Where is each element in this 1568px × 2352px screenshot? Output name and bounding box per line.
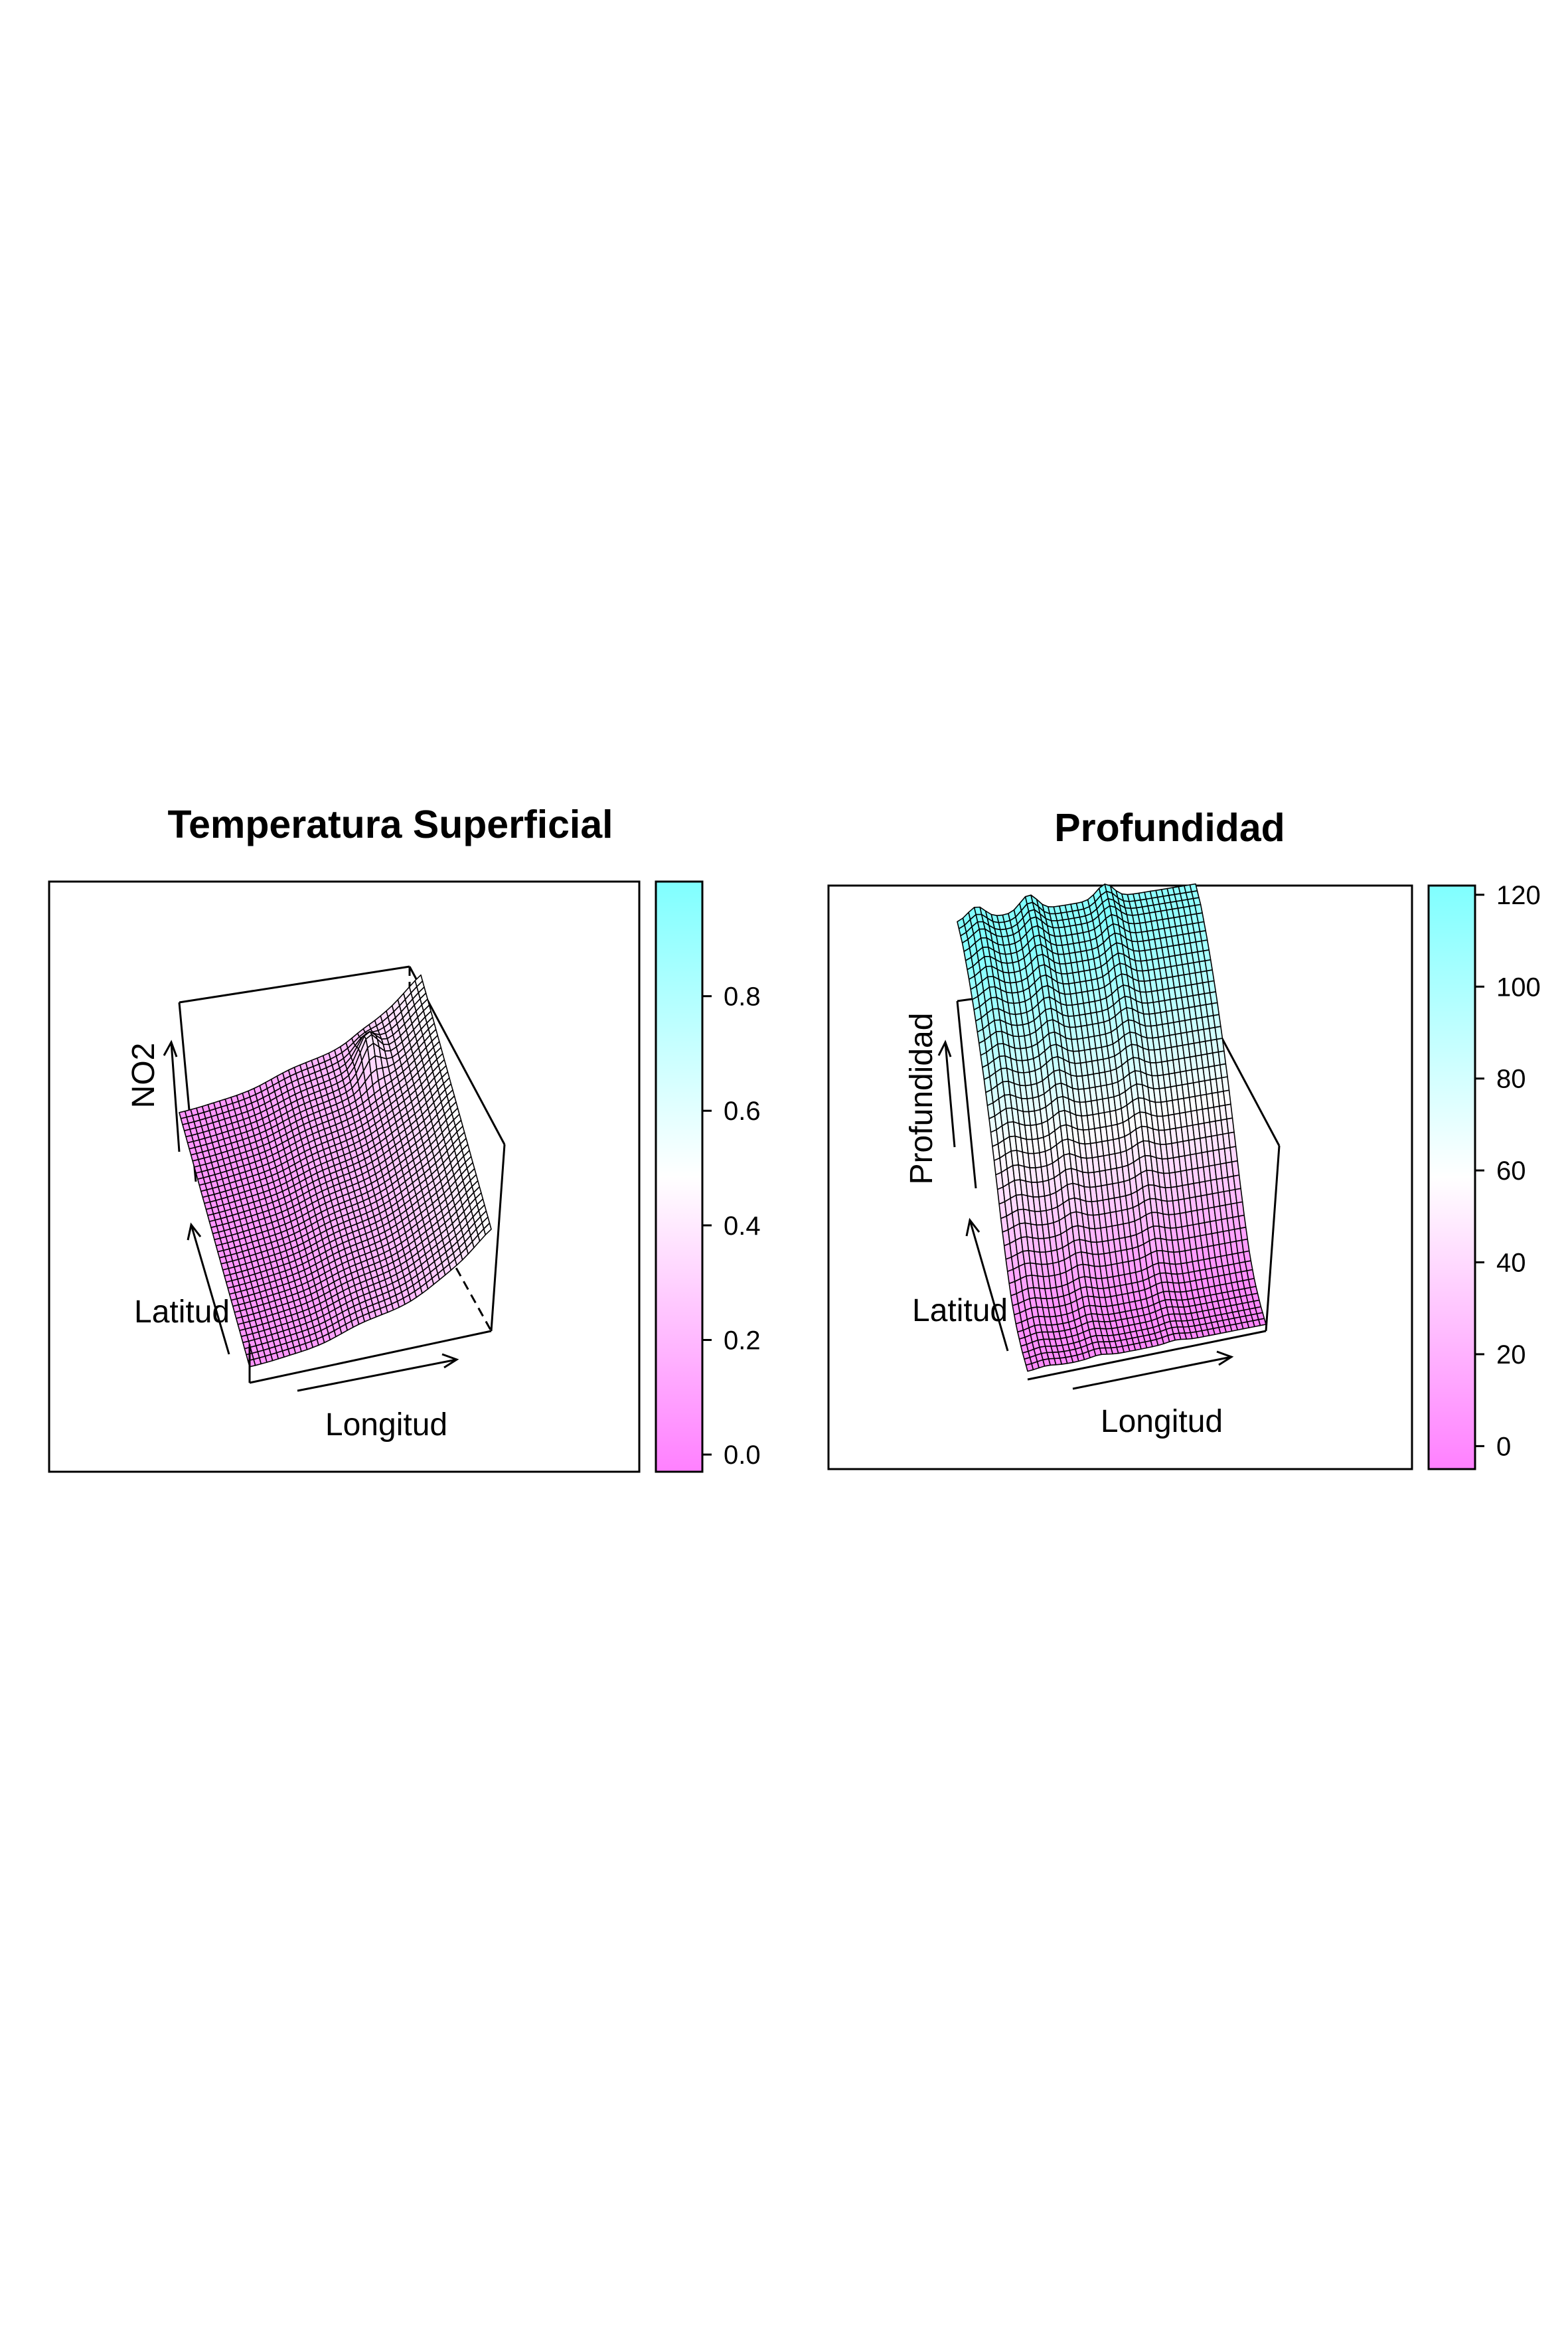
surface-facet	[1241, 1238, 1250, 1253]
surface-facet	[1226, 1117, 1235, 1134]
ylabel-arrow-head	[187, 1222, 202, 1241]
colorbar-tick-label: 0.0	[724, 1441, 761, 1470]
y-axis-label: Latitud	[912, 1293, 1008, 1328]
xlabel-arrow	[1072, 1356, 1232, 1390]
axis-arrows	[937, 1040, 1234, 1390]
surface-facet	[1223, 1089, 1231, 1106]
surface-facet	[483, 1222, 492, 1235]
surface-mesh	[179, 974, 492, 1368]
box-front-edges	[1027, 1330, 1267, 1381]
chart-title: Temperatura Superficial	[167, 803, 613, 846]
surface-facet	[1231, 1160, 1240, 1177]
surface-facet	[1214, 1026, 1223, 1040]
ylabel-arrow-head	[965, 1217, 980, 1237]
surface-facet	[1202, 949, 1212, 962]
surface-facet	[1219, 1063, 1228, 1079]
surface-facet	[1209, 991, 1218, 1004]
xlabel-arrow	[297, 1358, 457, 1392]
surface-facet	[1211, 1002, 1220, 1016]
colorbar-tick-label: 80	[1496, 1065, 1526, 1094]
plot-frame	[827, 884, 1413, 1470]
ylabel-arrow	[190, 1224, 230, 1355]
surface-facet	[1201, 939, 1210, 952]
colorbar-ticks: 0 20 40 60 80 100 120	[1475, 881, 1541, 1461]
colorbar-tick-label: 0.6	[724, 1097, 761, 1126]
surface-facet	[1204, 959, 1213, 972]
box-edge-top-back	[179, 965, 410, 1004]
xlabel-arrow-head	[1216, 1350, 1234, 1366]
chart-title: Profundidad	[1054, 806, 1285, 850]
colorbar	[1427, 884, 1476, 1470]
colorbar-tick-label: 0.2	[724, 1326, 761, 1355]
surface-mesh	[957, 883, 1267, 1372]
surface-facet	[1246, 1269, 1255, 1281]
surface-facet	[1221, 1076, 1230, 1092]
zlabel-arrow	[170, 1042, 181, 1152]
colorbar-tick-label: 120	[1496, 881, 1541, 910]
surface-facet	[1239, 1226, 1248, 1241]
surface-facet	[1194, 903, 1203, 915]
surface-facet	[1213, 1014, 1221, 1028]
surface-facet	[1237, 1214, 1247, 1229]
surface-facet	[1196, 912, 1205, 923]
colorbar-tick-label: 60	[1496, 1156, 1526, 1186]
box-edge-right-vertical	[1265, 1145, 1281, 1332]
panel-profundidad: Profundidad Profundidad Latitud Longitud…	[827, 806, 1541, 1470]
y-axis-label: Latitud	[134, 1294, 230, 1330]
surface-facet	[1227, 1131, 1237, 1148]
surface-facet	[1199, 930, 1208, 942]
colorbar	[655, 880, 704, 1473]
surface-facet	[1208, 980, 1217, 994]
surface-facet	[1258, 1318, 1267, 1326]
zlabel-arrow-head	[163, 1040, 178, 1058]
colorbar-tick-label: 20	[1496, 1340, 1526, 1370]
zlabel-arrow-head	[937, 1040, 952, 1058]
colorbar-tick-label: 40	[1496, 1249, 1526, 1278]
box-edge-right-vertical	[490, 1144, 506, 1332]
colorbar-tick-label: 0.8	[724, 982, 761, 1012]
surface-facet	[1224, 1103, 1233, 1120]
surface-facet	[1229, 1146, 1238, 1163]
x-axis-label: Longitud	[325, 1407, 447, 1443]
box-edge-bottom-front	[1027, 1330, 1267, 1381]
surface-facet	[1216, 1038, 1225, 1053]
box-edge-left-vertical	[956, 1000, 977, 1189]
z-axis-label: NO2	[126, 1043, 161, 1109]
x-axis-label: Longitud	[1101, 1404, 1223, 1439]
axis-arrows	[163, 1040, 459, 1392]
colorbar-tick-label: 0	[1496, 1432, 1511, 1461]
surface-facet	[1236, 1201, 1245, 1217]
surface-facet	[1198, 921, 1206, 933]
colorbar-tick-label: 100	[1496, 973, 1541, 1002]
colorbar-tick-label: 0.4	[724, 1212, 761, 1241]
plot-frame	[48, 880, 641, 1473]
zlabel-arrow	[944, 1042, 956, 1148]
z-axis-label: Profundidad	[904, 1013, 939, 1185]
colorbar-ticks: 0.0 0.2 0.4 0.6 0.8	[702, 982, 761, 1470]
ylabel-arrow	[969, 1219, 1009, 1352]
surface-facet	[1206, 969, 1215, 982]
surface-facet	[1234, 1188, 1243, 1204]
box-edge-bottom-front	[249, 1330, 492, 1384]
surface-facet	[1244, 1260, 1253, 1271]
surface-facet	[1217, 1050, 1227, 1065]
panel-temperatura-superficial: Temperatura Superficial NO2 Latitud Long…	[48, 803, 761, 1473]
surface-facet	[1243, 1250, 1252, 1263]
xlabel-arrow-head	[441, 1353, 459, 1369]
surface-facet	[1233, 1174, 1241, 1190]
